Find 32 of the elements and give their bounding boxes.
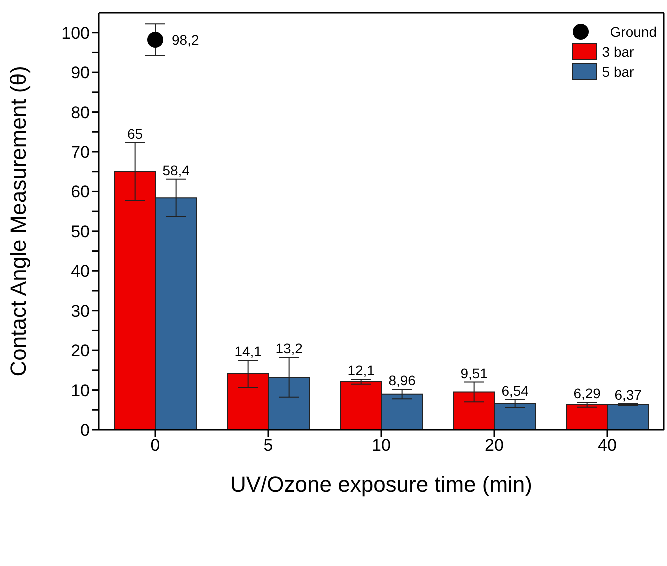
legend-label: 3 bar: [602, 44, 634, 60]
y-tick-label: 80: [71, 103, 90, 122]
y-tick-label: 60: [71, 182, 90, 202]
x-tick-label: 5: [264, 436, 274, 456]
legend-label: 5 bar: [602, 64, 634, 80]
x-tick-label: 0: [150, 436, 160, 456]
y-tick-label: 70: [71, 143, 90, 162]
y-axis-title: Contact Angle Measurement (θ): [6, 66, 31, 377]
legend-label: Ground: [610, 24, 657, 40]
data-label: 6,37: [614, 386, 642, 403]
x-tick-label: 10: [372, 436, 391, 456]
data-label: 13,2: [276, 340, 304, 357]
y-tick-label: 50: [71, 222, 90, 242]
x-tick-label: 40: [598, 436, 617, 456]
data-label: 65: [128, 126, 144, 142]
data-label: 14,1: [234, 344, 262, 360]
y-tick-label: 0: [80, 421, 90, 440]
y-tick-label: 20: [71, 342, 90, 361]
data-label: 98,2: [172, 32, 200, 48]
x-tick-label: 20: [485, 436, 504, 456]
x-axis-title: UV/Ozone exposure time (min): [230, 472, 532, 497]
y-tick-label: 40: [71, 262, 90, 282]
data-label: 6,29: [574, 386, 602, 402]
y-tick-label: 30: [71, 302, 90, 321]
data-label: 12,1: [348, 362, 376, 379]
data-label: 8,96: [388, 372, 416, 389]
y-tick-label: 90: [71, 64, 90, 83]
data-label: 9,51: [460, 365, 488, 382]
data-label: 58,4: [162, 162, 190, 178]
y-tick-label: 100: [62, 24, 90, 43]
data-label: 6,54: [502, 383, 530, 400]
y-tick-label: 10: [71, 381, 90, 400]
